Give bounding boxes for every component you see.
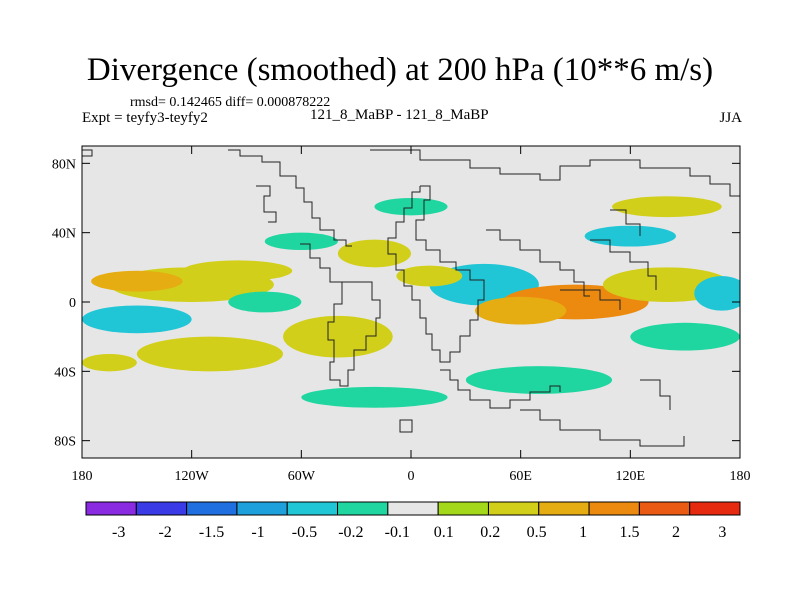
colorbar-swatch-7 bbox=[437, 501, 489, 516]
field-blob-2 bbox=[182, 260, 293, 282]
field-blob-16 bbox=[337, 239, 412, 268]
y-tick-label-1: 40N bbox=[52, 227, 76, 242]
field-blob-20 bbox=[694, 276, 740, 311]
colorbar-label-8: 0.2 bbox=[480, 524, 500, 541]
field-blob-11 bbox=[630, 322, 740, 351]
field-blob-3 bbox=[82, 305, 192, 334]
colorbar-label-12: 2 bbox=[672, 524, 680, 541]
expt-label: Expt = teyfy3-teyfy2 bbox=[82, 110, 208, 126]
field-blob-5 bbox=[283, 315, 393, 358]
field-blob-19 bbox=[228, 291, 302, 313]
map-axes: 180 120W 60W 0 60E 120E 180 80N 40N 0 40S 80S bbox=[52, 146, 751, 484]
colorbar-label-9: 0.5 bbox=[527, 524, 547, 541]
colorbar-swatch-0 bbox=[85, 501, 137, 516]
colorbar-swatch-4 bbox=[286, 501, 339, 516]
colorbar-swatch-1 bbox=[135, 501, 188, 516]
field-blob-13 bbox=[374, 198, 448, 216]
field-blob-12 bbox=[465, 366, 613, 394]
field-blob-6 bbox=[301, 386, 448, 408]
x-tick-label-0: 180 bbox=[72, 469, 93, 484]
colorbar-label-6: -0.1 bbox=[385, 524, 410, 541]
colorbar-label-10: 1 bbox=[579, 524, 587, 541]
case-subtitle: 121_8_MaBP - 121_8_MaBP bbox=[310, 107, 489, 123]
colorbar-label-11: 1.5 bbox=[620, 524, 640, 541]
chart-title: Divergence (smoothed) at 200 hPa (10**6 … bbox=[86, 52, 714, 88]
colorbar-label-2: -1.5 bbox=[199, 524, 224, 541]
y-tick-label-3: 40S bbox=[54, 365, 76, 380]
field-blob-15 bbox=[584, 225, 677, 247]
colorbar-swatch-2 bbox=[186, 501, 238, 516]
field-blob-1 bbox=[91, 270, 183, 292]
colorbar-swatch-9 bbox=[538, 501, 590, 516]
colorbar-label-3: -1 bbox=[251, 524, 264, 541]
y-tick-label-4: 80S bbox=[54, 435, 76, 450]
field-blob-21 bbox=[82, 354, 137, 372]
colorbar-label-7: 0.1 bbox=[434, 524, 454, 541]
x-tick-label-3: 0 bbox=[408, 469, 415, 484]
x-tick-label-4: 60E bbox=[509, 469, 532, 484]
colorbar-label-4: -0.5 bbox=[292, 524, 317, 541]
field-blob-17 bbox=[264, 232, 338, 250]
x-tick-label-6: 180 bbox=[730, 469, 751, 484]
field-blob-14 bbox=[612, 196, 722, 218]
field-blob-4 bbox=[136, 336, 284, 372]
season-label: JJA bbox=[719, 110, 742, 126]
stats-text: rmsd= 0.142465 diff= 0.000878222 bbox=[130, 95, 331, 110]
colorbar-label-5: -0.2 bbox=[338, 524, 363, 541]
colorbar-swatch-3 bbox=[236, 501, 288, 516]
x-tick-label-2: 60W bbox=[288, 469, 316, 484]
colorbar-swatch-5 bbox=[337, 501, 389, 516]
field-blob-18 bbox=[396, 265, 463, 287]
x-tick-label-5: 120E bbox=[616, 469, 646, 484]
colorbar-swatch-12 bbox=[689, 501, 741, 516]
coastlines bbox=[82, 149, 740, 447]
colorbar-swatch-8 bbox=[487, 501, 540, 516]
colorbar-label-1: -2 bbox=[158, 524, 171, 541]
field-blob-9 bbox=[474, 296, 567, 325]
colorbar-swatch-10 bbox=[588, 501, 640, 516]
colorbar: -3 -2 -1.5 -1 -0.5 -0.2 -0.1 0.1 0.2 0.5 1 1.5 2 3 bbox=[85, 501, 741, 541]
y-tick-label-2: 0 bbox=[69, 296, 76, 311]
colorbar-label-13: 3 bbox=[718, 524, 726, 541]
x-tick-label-1: 120W bbox=[175, 469, 210, 484]
y-tick-label-0: 80N bbox=[52, 157, 76, 172]
colorbar-swatch-6 bbox=[387, 501, 439, 516]
colorbar-swatch-11 bbox=[638, 501, 691, 516]
colorbar-label-0: -3 bbox=[112, 524, 125, 541]
